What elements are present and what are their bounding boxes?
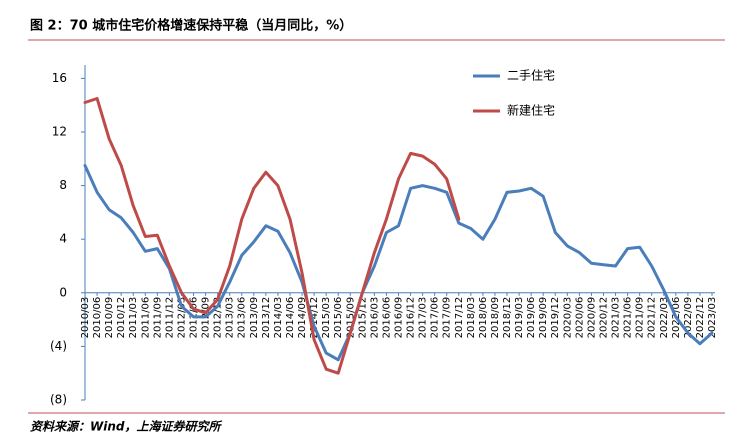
legend-label: 二手住宅 [507, 68, 555, 83]
x-tick-label: 2022/12 [695, 297, 706, 339]
x-tick-label: 2010/06 [92, 297, 103, 339]
x-tick-label: 2019/09 [538, 297, 549, 339]
x-tick-label: 2011/03 [128, 297, 139, 339]
x-tick-label: 2017/03 [418, 297, 429, 339]
x-tick-label: 2021/12 [647, 297, 658, 339]
y-tick-label: 0 [59, 285, 67, 299]
x-tick-label: 2017/09 [442, 297, 453, 339]
y-tick-label: 8 [59, 178, 67, 192]
x-tick-label: 2022/09 [683, 297, 694, 339]
x-tick-label: 2012/12 [213, 297, 224, 339]
x-tick-label: 2021/09 [635, 297, 646, 339]
x-tick-label: 2019/06 [526, 297, 537, 339]
x-tick-label: 2011/12 [164, 297, 175, 339]
x-tick-label: 2016/03 [369, 297, 380, 339]
x-tick-label: 2014/03 [273, 297, 284, 339]
y-tick-label: 12 [52, 125, 67, 139]
x-tick-label: 2010/12 [116, 297, 127, 339]
x-tick-label: 2022/03 [659, 297, 670, 339]
x-tick-label: 2014/06 [285, 297, 296, 339]
x-tick-label: 2021/03 [611, 297, 622, 339]
x-tick-label: 2014/09 [297, 297, 308, 339]
chart-title: 图 2：70 城市住宅价格增速保持平稳（当月同比，%） [30, 18, 352, 34]
x-tick-label: 2021/06 [623, 297, 634, 339]
x-tick-label: 2020/06 [574, 297, 585, 339]
x-tick-label: 2010/09 [104, 297, 115, 339]
x-tick-label: 2013/03 [225, 297, 236, 339]
x-tick-label: 2014/12 [309, 297, 320, 339]
x-tick-label: 2019/12 [550, 297, 561, 339]
x-tick-label: 2018/03 [466, 297, 477, 339]
x-tick-label: 2013/09 [249, 297, 260, 339]
x-tick-label: 2016/12 [406, 297, 417, 339]
x-tick-label: 2015/03 [321, 297, 332, 339]
x-tick-label: 2011/06 [140, 297, 151, 339]
x-tick-label: 2018/06 [478, 297, 489, 339]
y-tick-label: (4) [50, 339, 67, 353]
x-tick-label: 2017/06 [430, 297, 441, 339]
x-tick-label: 2020/03 [562, 297, 573, 339]
x-tick-label: 2012/03 [176, 297, 187, 339]
x-tick-label: 2020/09 [586, 297, 597, 339]
x-tick-label: 2020/12 [598, 297, 609, 339]
series-line [83, 164, 714, 362]
x-tick-label: 2016/06 [381, 297, 392, 339]
x-tick-label: 2013/06 [237, 297, 248, 339]
x-tick-label: 2019/03 [514, 297, 525, 339]
x-tick-label: 2015/12 [357, 297, 368, 339]
source-note: 资料来源：Wind，上海证券研究所 [30, 420, 222, 434]
x-tick-label: 2016/09 [394, 297, 405, 339]
x-tick-label: 2010/03 [80, 297, 91, 339]
x-tick-label: 2018/12 [502, 297, 513, 339]
y-tick-label: 4 [59, 232, 67, 246]
y-tick-label: 16 [52, 71, 67, 85]
x-tick-label: 2023/03 [707, 297, 718, 339]
y-tick-label: (8) [50, 393, 67, 407]
x-tick-label: 2013/12 [261, 297, 272, 339]
series-line [83, 97, 461, 375]
x-tick-label: 2017/12 [454, 297, 465, 339]
x-tick-label: 2011/09 [152, 297, 163, 339]
x-tick-label: 2015/06 [333, 297, 344, 339]
legend-label: 新建住宅 [507, 103, 555, 118]
x-tick-label: 2018/09 [490, 297, 501, 339]
x-tick-label: 2015/09 [345, 297, 356, 339]
